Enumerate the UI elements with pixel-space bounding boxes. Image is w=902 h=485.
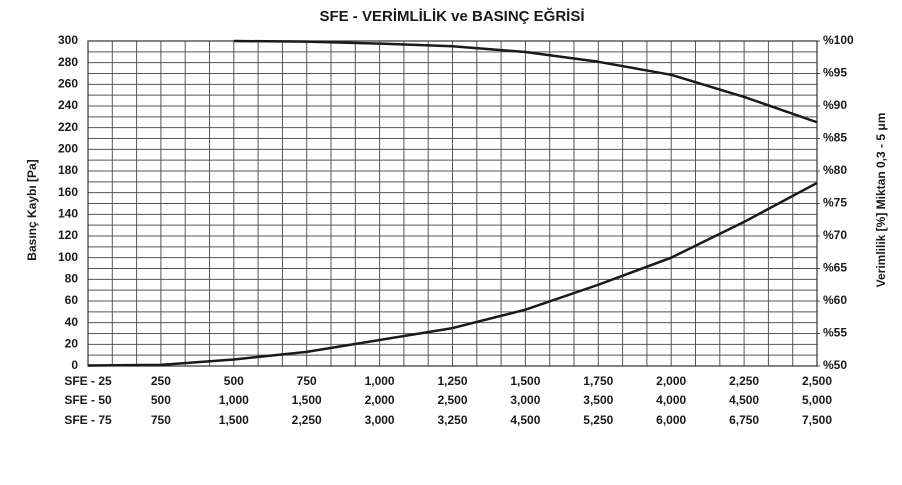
y-tick-label: 140 xyxy=(58,207,78,221)
x-tick-label: 5,250 xyxy=(583,413,613,427)
y2-tick-label: %70 xyxy=(823,228,847,242)
x-tick-label: 2,250 xyxy=(292,413,322,427)
x-tick-label: 3,250 xyxy=(437,413,467,427)
y-tick-label: 120 xyxy=(58,228,78,242)
x-tick-label: 2,500 xyxy=(802,374,832,388)
x-tick-label: 2,500 xyxy=(437,393,467,407)
x-tick-label: 4,000 xyxy=(656,393,686,407)
y-tick-label: 180 xyxy=(58,163,78,177)
y-tick-label: 160 xyxy=(58,185,78,199)
x-tick-label: 1,500 xyxy=(292,393,322,407)
x-tick-label: 2,000 xyxy=(656,374,686,388)
x-tick-label: 500 xyxy=(151,393,171,407)
x-tick-label: 750 xyxy=(297,374,317,388)
y2-tick-label: %95 xyxy=(823,66,847,80)
y-tick-label: 40 xyxy=(65,315,79,329)
y2-tick-label: %65 xyxy=(823,261,847,275)
x-tick-label: 5,000 xyxy=(802,393,832,407)
y-tick-label: 280 xyxy=(58,55,78,69)
y-tick-label: 300 xyxy=(58,33,78,47)
y-tick-label: 200 xyxy=(58,142,78,156)
y2-tick-label: %80 xyxy=(823,163,847,177)
y2-tick-label: %100 xyxy=(823,33,854,47)
x-row-name: SFE - 50 xyxy=(64,393,112,407)
plot-frame xyxy=(87,40,818,367)
y-tick-label: 80 xyxy=(65,272,79,286)
y2-tick-label: %85 xyxy=(823,131,847,145)
x-tick-label: 1,500 xyxy=(510,374,540,388)
x-tick-label: 250 xyxy=(151,374,171,388)
y-axis-label: Basınç Kaybı [Pa] xyxy=(25,159,39,260)
x-tick-label: 3,000 xyxy=(510,393,540,407)
x-tick-label: 4,500 xyxy=(510,413,540,427)
x-tick-label: 2,250 xyxy=(729,374,759,388)
y-tick-label: 20 xyxy=(65,337,79,351)
x-row-name: SFE - 75 xyxy=(64,413,112,427)
x-tick-label: 4,500 xyxy=(729,393,759,407)
x-tick-label: 1,000 xyxy=(219,393,249,407)
y-tick-label: 220 xyxy=(58,120,78,134)
x-tick-label: 1,750 xyxy=(583,374,613,388)
x-tick-label: 1,250 xyxy=(437,374,467,388)
x-tick-label: 500 xyxy=(224,374,244,388)
x-tick-label: 6,750 xyxy=(729,413,759,427)
x-tick-label: 3,000 xyxy=(365,413,395,427)
x-tick-label: 2,000 xyxy=(365,393,395,407)
y2-tick-label: %75 xyxy=(823,196,847,210)
y2-tick-label: %60 xyxy=(823,293,847,307)
y2-tick-label: %90 xyxy=(823,98,847,112)
y-tick-label: 0 xyxy=(71,358,78,372)
x-row-name: SFE - 25 xyxy=(64,374,112,388)
x-tick-label: 1,000 xyxy=(365,374,395,388)
y2-axis-label: Verimlilik [%] Miktan 0,3 - 5 μm xyxy=(874,113,888,288)
y-tick-label: 60 xyxy=(65,293,79,307)
y2-tick-label: %50 xyxy=(823,358,847,372)
chart-title: SFE - VERİMLİLİK ve BASINÇ EĞRİSİ xyxy=(319,7,584,25)
y2-tick-label: %55 xyxy=(823,326,847,340)
y-tick-label: 100 xyxy=(58,250,78,264)
x-tick-label: 7,500 xyxy=(802,413,832,427)
y-tick-label: 260 xyxy=(58,77,78,91)
line-series xyxy=(233,39,818,124)
x-tick-label: 1,500 xyxy=(219,413,249,427)
line-series xyxy=(87,181,818,367)
x-tick-label: 750 xyxy=(151,413,171,427)
x-tick-label: 6,000 xyxy=(656,413,686,427)
y-tick-label: 240 xyxy=(58,98,78,112)
x-tick-label: 3,500 xyxy=(583,393,613,407)
